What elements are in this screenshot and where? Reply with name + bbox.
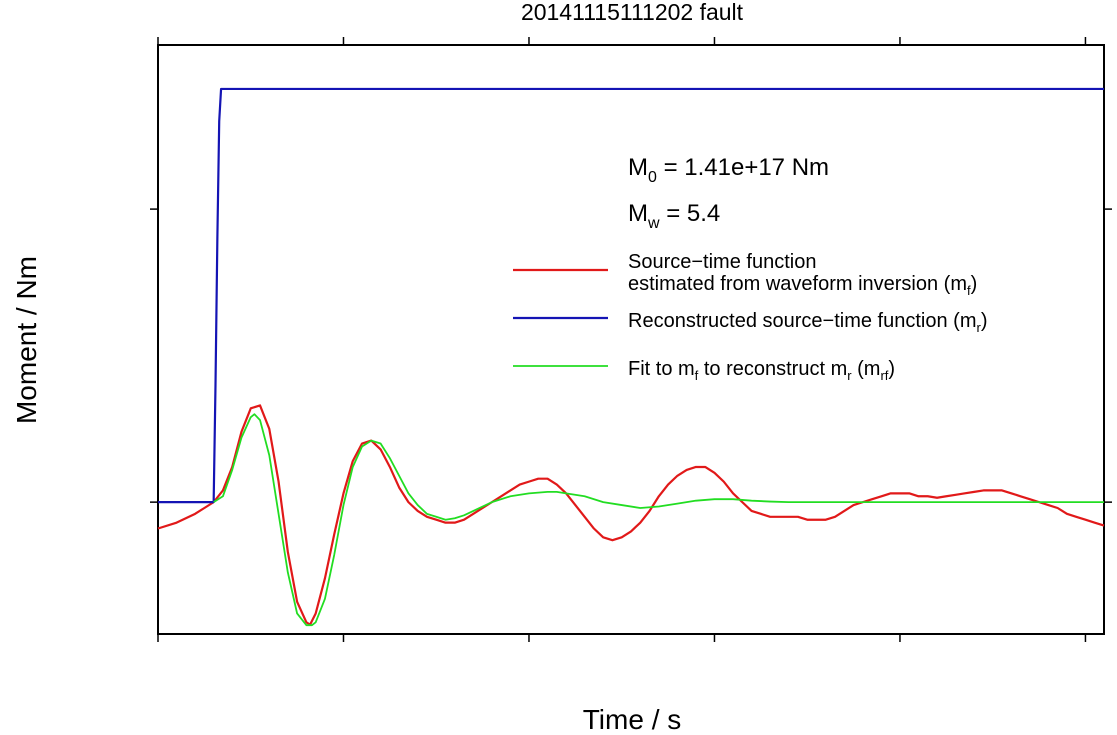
text-span: = 1.41e+17 Nm: [657, 154, 829, 181]
legend-entry-0-1: estimated from waveform inversion (mf): [628, 273, 977, 298]
subscript: rf: [880, 368, 888, 383]
magnitude-annotation: Mw = 5.4: [628, 200, 720, 232]
subscript: f: [967, 283, 971, 298]
moment-annotation: M0 = 1.41e+17 Nm: [628, 154, 829, 186]
text-span: ): [981, 310, 988, 332]
subscript: r: [847, 368, 852, 383]
legend-entry-2-0: Fit to mf to reconstruct mr (mrf): [628, 358, 895, 383]
text-span: M: [628, 200, 648, 227]
subscript: f: [695, 368, 699, 383]
plot-area: [157, 87, 1105, 627]
y-axis-label: Moment / Nm: [11, 256, 42, 424]
series-line-0: [157, 404, 1105, 626]
x-axis-label: Time / s: [583, 704, 682, 735]
plot-frame: [157, 44, 1105, 635]
legend-entry-0-0: Source−time function: [628, 251, 816, 273]
series-line-2: [213, 413, 1104, 627]
text-span: Fit to m: [628, 358, 695, 380]
text-span: to reconstruct m: [698, 358, 847, 380]
text-span: estimated from waveform inversion (m: [628, 273, 967, 295]
axes: [150, 37, 1112, 642]
series-line-1: [158, 87, 1104, 504]
text-span: Source−time function: [628, 251, 816, 273]
legend-entry-1-0: Reconstructed source−time function (mr): [628, 310, 988, 335]
text-span: ): [971, 273, 978, 295]
subscript: r: [977, 320, 982, 335]
chart-title: 20141115111202 fault: [521, 0, 744, 25]
subscript: 0: [648, 169, 657, 186]
text-span: M: [628, 154, 648, 181]
text-span: Reconstructed source−time function (m: [628, 310, 977, 332]
text-span: ): [888, 358, 895, 380]
subscript: w: [647, 215, 660, 232]
text-span: (m: [852, 358, 881, 380]
text-span: = 5.4: [660, 200, 721, 227]
